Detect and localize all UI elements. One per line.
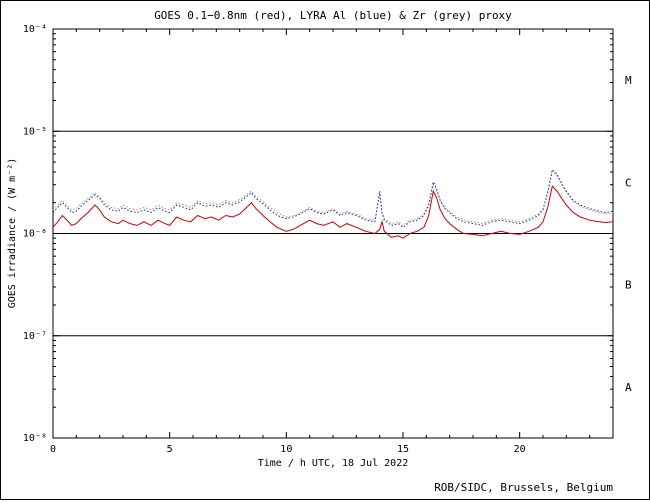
y-tick-label: 10⁻⁴ <box>23 24 47 35</box>
chart-title: GOES 0.1−0.8nm (red), LYRA Al (blue) & Z… <box>154 9 512 22</box>
x-tick-label: 0 <box>50 444 56 455</box>
x-tick-label: 15 <box>397 444 409 455</box>
series-line <box>52 169 614 227</box>
series-line <box>52 185 614 239</box>
chart-generated-layer: 10⁻⁴ 10⁻⁵ 10⁻⁶ 10⁻⁷ 10⁻⁸0 5 10 15 20 M C B A <box>23 24 632 455</box>
credit-text: ROB/SIDC, Brussels, Belgium <box>434 481 613 494</box>
flare-class-label: M <box>625 74 632 87</box>
flare-class-label: C <box>625 176 632 189</box>
y-tick-label: 10⁻⁶ <box>23 229 47 240</box>
flare-class-label: A <box>625 381 632 394</box>
y-tick-label: 10⁻⁸ <box>23 433 47 444</box>
y-tick-label: 10⁻⁷ <box>23 331 47 342</box>
x-tick-label: 20 <box>514 444 526 455</box>
series-line <box>52 168 614 228</box>
x-tick-label: 5 <box>167 444 173 455</box>
flare-class-label: B <box>625 279 632 292</box>
y-tick-label: 10⁻⁵ <box>23 126 47 137</box>
x-tick-label: 10 <box>280 444 292 455</box>
x-axis-label: Time / h UTC, 18 Jul 2022 <box>258 458 409 469</box>
y-axis-label: GOES irradiance / (W m⁻²) <box>7 158 18 309</box>
